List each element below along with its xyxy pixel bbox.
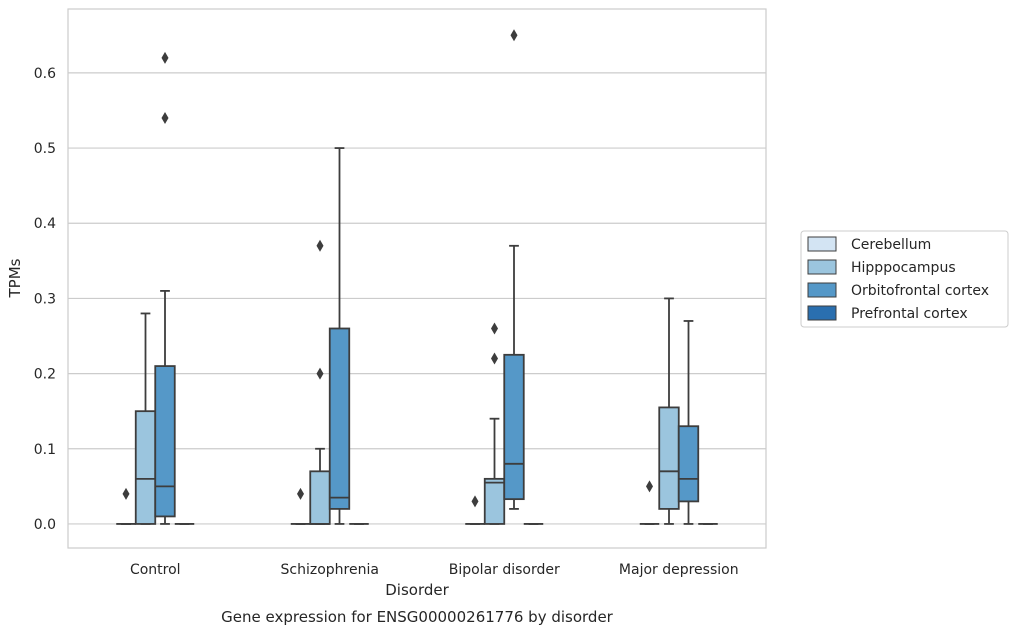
box-iqr (154, 365, 176, 518)
legend-entry: Cerebellum (851, 237, 931, 253)
outlier-point (491, 352, 498, 365)
box-iqr (134, 410, 157, 525)
box-iqr (503, 353, 525, 501)
box-iqr (309, 470, 331, 525)
x-axis: Control Schizophrenia Bipolar disorder Majo… (130, 562, 739, 578)
y-axis-label: TPMs (6, 258, 24, 298)
box-hipppocampus (658, 297, 680, 525)
y-axis: 0.0 0.1 0.2 0.3 0.4 0.5 0.6 (34, 66, 56, 533)
outlier-point (316, 367, 324, 380)
outlier-point (646, 480, 653, 493)
y-tick-label: 0.1 (34, 442, 56, 458)
box-hipppocampus (483, 322, 506, 525)
box-iqr (658, 406, 680, 510)
outlier-point (297, 487, 304, 500)
box-orbitofrontal-cortex (154, 51, 176, 525)
box-hipppocampus (134, 312, 157, 525)
y-tick-label: 0.0 (34, 517, 56, 533)
box-orbitofrontal-cortex (677, 320, 700, 525)
outlier-point (316, 239, 324, 252)
outlier-point (471, 495, 479, 508)
x-tick-label: Major depression (619, 562, 739, 578)
box-plot-area (116, 29, 718, 525)
y-tick-label: 0.4 (34, 216, 56, 232)
legend-swatch (807, 282, 837, 298)
legend-frame (800, 230, 1009, 328)
legend-entry: Hipppocampus (851, 260, 956, 276)
box-iqr (677, 425, 700, 503)
legend-swatch (807, 305, 837, 321)
plot-frame (67, 8, 767, 549)
y-tick-label: 0.2 (34, 367, 56, 383)
y-tick-label: 0.3 (34, 291, 56, 307)
outlier-point (491, 322, 498, 335)
legend-entry: Orbitofrontal cortex (851, 283, 989, 299)
x-axis-label: Disorder (385, 581, 449, 599)
box-cerebellum (639, 480, 660, 525)
box-iqr (328, 327, 351, 510)
legend-swatch (807, 236, 837, 252)
legend-entry: Prefrontal cortex (851, 306, 968, 322)
box-cerebellum (116, 487, 136, 525)
outlier-point (161, 51, 169, 64)
box-cerebellum (465, 495, 485, 525)
x-tick-label: Schizophrenia (281, 562, 379, 578)
box-orbitofrontal-cortex (328, 147, 351, 525)
legend: Cerebellum Hipppocampus Orbitofrontal cort… (800, 230, 1009, 328)
outlier-point (510, 29, 518, 42)
x-tick-label: Control (130, 562, 181, 578)
y-tick-label: 0.6 (34, 66, 56, 82)
outlier-point (122, 487, 130, 500)
box-cerebellum (290, 487, 311, 525)
legend-swatch (807, 259, 837, 275)
x-tick-label: Bipolar disorder (449, 562, 560, 578)
outlier-point (161, 112, 169, 125)
box-orbitofrontal-cortex (503, 29, 525, 510)
box-iqr (483, 477, 506, 525)
chart-title: Gene expression for ENSG00000261776 by d… (221, 608, 614, 626)
y-tick-label: 0.5 (34, 141, 56, 157)
